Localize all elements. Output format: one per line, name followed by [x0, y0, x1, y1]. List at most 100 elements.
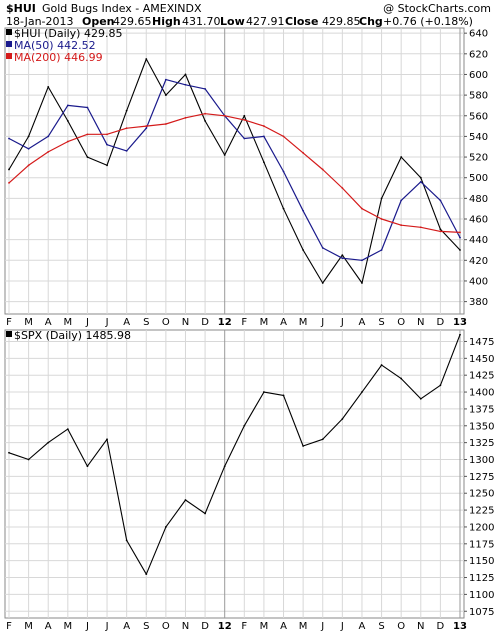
hui-price-point — [8, 168, 10, 171]
hui-ma50-point — [66, 104, 69, 107]
hui-ma200-point — [282, 135, 285, 138]
spx-xtick-label: S — [378, 621, 384, 632]
spx-xtick-label: M — [299, 621, 308, 632]
low-label: Low — [220, 15, 245, 28]
hui-ma200-point — [439, 230, 442, 233]
spx-price-point — [302, 445, 305, 447]
hui-ma50-point — [282, 170, 285, 173]
spx-xtick-label: F — [6, 621, 12, 632]
hui-price-point — [419, 176, 422, 179]
hui-xtick-label: O — [162, 317, 170, 328]
spx-legend-swatch — [6, 331, 12, 337]
hui-ma50-point — [184, 83, 187, 86]
header-exchange: INDX — [174, 2, 202, 15]
hui-ma50-line — [8, 78, 461, 261]
spx-xtick-label: M — [24, 621, 33, 632]
spx-ytick-label: 1350 — [469, 421, 494, 432]
hui-ma200-point — [263, 125, 265, 127]
spx-ytick-label: 1200 — [469, 522, 494, 533]
hui-xtick-label: A — [359, 317, 366, 328]
hui-ytick-label: 440 — [469, 235, 488, 246]
spx-xtick-label: F — [241, 621, 247, 632]
hui-xtick-label: M — [64, 317, 73, 328]
hui-ytick-label: 480 — [469, 194, 488, 205]
spx-price-point — [263, 391, 265, 393]
spx-ytick-label: 1450 — [469, 354, 494, 365]
hui-xtick-label: J — [105, 317, 109, 328]
spx-ytick-label: 1075 — [469, 607, 494, 618]
hui-xtick-label: A — [280, 317, 287, 328]
spx-xtick-label: J — [340, 621, 344, 632]
high-value: 431.70 — [182, 15, 221, 28]
hui-ytick-label: 520 — [469, 153, 488, 164]
hui-xtick-label: 12 — [218, 317, 232, 328]
hui-price-point — [321, 282, 324, 284]
hui-ma50-point — [106, 143, 108, 146]
hui-ytick-label: 580 — [469, 91, 488, 102]
spx-price-point — [66, 428, 69, 431]
spx-price-point — [380, 364, 383, 366]
header-date: 18-Jan-2013 — [6, 15, 74, 28]
spx-ytick-label: 1125 — [469, 573, 494, 584]
hui-ma50-point — [263, 135, 265, 138]
hui-ma200-point — [380, 218, 383, 220]
hui-price-point — [380, 197, 383, 200]
hui-ma200-point — [8, 181, 10, 184]
hui-ma50-point — [243, 137, 246, 140]
spx-price-point — [86, 465, 89, 468]
spx-price-point — [47, 441, 50, 444]
spx-x-axis: F M A M J J A S O N D 12 F M A M J J A S O N D 13 — [6, 621, 467, 632]
spx-price-point — [184, 499, 187, 501]
hui-price-point — [361, 282, 363, 284]
spx-xtick-label: A — [45, 621, 52, 632]
spx-xtick-label: S — [143, 621, 149, 632]
hui-price-point — [204, 120, 206, 122]
spx-price-point — [341, 418, 344, 420]
spx-price-point — [223, 465, 226, 468]
spx-plot-border — [4, 329, 465, 619]
hui-price-point — [164, 94, 167, 97]
hui-xtick-label: F — [6, 317, 12, 328]
spx-ytick-label: 1150 — [469, 556, 494, 567]
hui-price-point — [302, 249, 305, 251]
hui-ma200-line — [8, 113, 461, 233]
close-label: Close — [285, 15, 318, 28]
hui-price-point — [439, 228, 442, 231]
hui-xtick-label: D — [437, 317, 445, 328]
hui-y-axis: 380 400 420 440 460 480 500 520 540 560 580 600 620 6… — [464, 29, 488, 308]
hui-ytick-label: 420 — [469, 256, 488, 267]
hui-xtick-label: N — [182, 317, 189, 328]
chg-label: Chg — [359, 15, 383, 28]
hui-ma50-point — [8, 137, 10, 140]
ma200-legend: MA(200) 446.99 — [14, 51, 103, 64]
ma50-legend-swatch — [6, 41, 12, 47]
spx-price-line — [8, 334, 461, 575]
spx-xtick-label: O — [162, 621, 170, 632]
hui-xtick-label: A — [123, 317, 130, 328]
spx-xtick-label: D — [201, 621, 209, 632]
hui-xtick-label: 13 — [453, 317, 467, 328]
spx-legend: $SPX (Daily) 1485.98 — [14, 329, 131, 342]
spx-ytick-label: 1275 — [469, 472, 494, 483]
chg-value: +0.76 (+0.18%) — [383, 15, 473, 28]
hui-ma200-point — [184, 116, 187, 119]
spx-ytick-label: 1300 — [469, 455, 494, 466]
spx-price-point — [8, 451, 10, 454]
spx-price-point — [459, 333, 461, 336]
spx-xtick-label: N — [417, 621, 424, 632]
open-label: Open — [82, 15, 115, 28]
spx-series — [8, 333, 461, 576]
close-value: 429.85 — [322, 15, 361, 28]
hui-ma200-point — [419, 226, 422, 229]
hui-ma50-point — [86, 106, 89, 109]
hui-ma50-point — [302, 209, 305, 212]
hui-price-point — [106, 164, 108, 167]
hui-ytick-label: 540 — [469, 132, 488, 143]
hui-price-point — [47, 85, 50, 88]
spx-price-point — [164, 526, 167, 528]
spx-xtick-label: A — [123, 621, 130, 632]
spx-price-point — [321, 438, 324, 441]
spx-price-point — [204, 512, 206, 515]
spx-xtick-label: M — [64, 621, 73, 632]
